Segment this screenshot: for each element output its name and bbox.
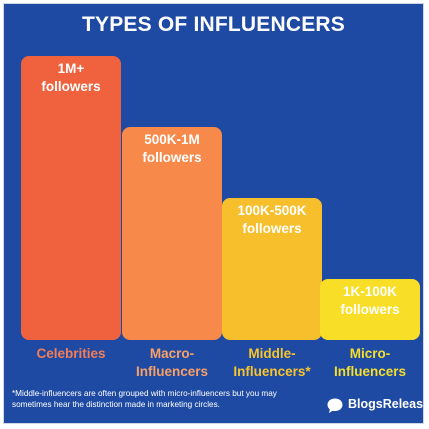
bar-2: 500K-1M followers bbox=[122, 127, 222, 340]
brand-logo: BlogsRelease bbox=[326, 396, 424, 418]
infographic-frame: TYPES OF INFLUENCERS 1M+ followers Celebri… bbox=[3, 3, 424, 424]
bar-4: 1K-100K followers bbox=[320, 279, 420, 340]
bar-value-label-2: 500K-1M followers bbox=[142, 132, 202, 165]
bar-3: 100K-500K followers bbox=[222, 198, 322, 340]
bar-value-label-4: 1K-100K followers bbox=[340, 284, 400, 317]
speech-bubble-icon bbox=[327, 398, 343, 413]
category-label-3: Middle- Influencers* bbox=[233, 346, 311, 379]
bar-value-label-1: 1M+ followers bbox=[41, 61, 101, 94]
brand-name: BlogsRelease bbox=[348, 397, 424, 411]
category-label-4: Micro- Influencers bbox=[333, 346, 407, 379]
bar-value-label-3: 100K-500K followers bbox=[237, 203, 307, 236]
footnote: *Middle-influencers are often grouped wi… bbox=[12, 389, 277, 409]
category-label-2: Macro- Influencers bbox=[135, 346, 209, 379]
bar-1: 1M+ followers bbox=[21, 56, 121, 340]
chart-title: TYPES OF INFLUENCERS bbox=[81, 13, 346, 36]
category-label-1: Celebrities bbox=[36, 346, 106, 361]
